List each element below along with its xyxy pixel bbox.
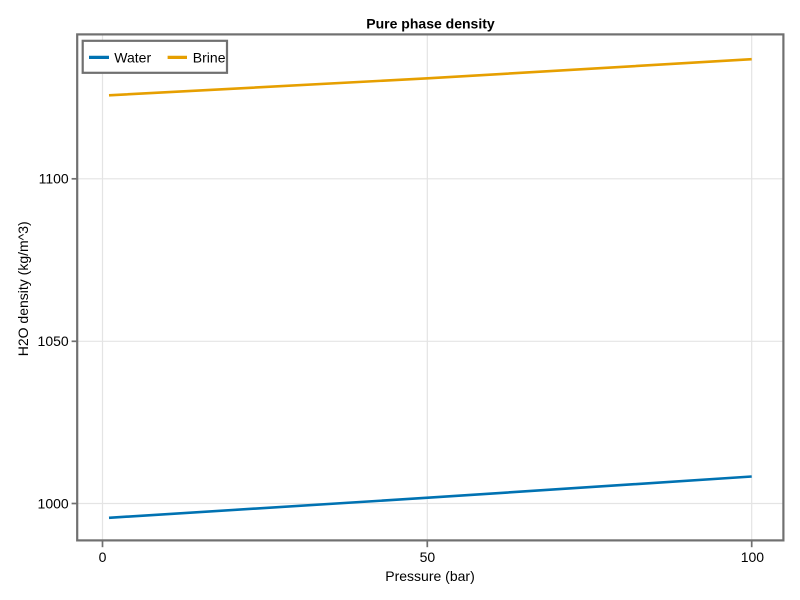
svg-text:0: 0 (99, 549, 107, 565)
svg-text:H2O density (kg/m^3): H2O density (kg/m^3) (15, 221, 31, 356)
svg-text:1000: 1000 (38, 495, 69, 511)
svg-text:1100: 1100 (39, 171, 69, 187)
svg-text:100: 100 (741, 549, 765, 565)
svg-text:50: 50 (420, 549, 436, 565)
svg-text:Water: Water (114, 50, 151, 66)
svg-text:Pure phase density: Pure phase density (366, 16, 495, 32)
svg-text:1050: 1050 (38, 333, 69, 349)
svg-text:Pressure (bar): Pressure (bar) (385, 568, 474, 584)
svg-text:Brine: Brine (193, 50, 226, 66)
